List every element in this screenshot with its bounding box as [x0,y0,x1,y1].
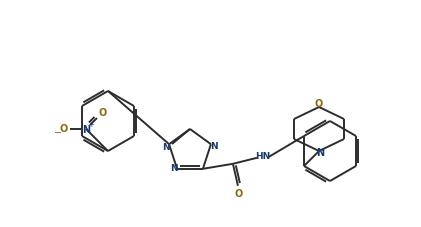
Text: O: O [99,108,107,118]
Text: N: N [210,141,218,150]
Text: N: N [316,147,324,157]
Text: N: N [170,164,178,173]
Text: O: O [60,123,68,133]
Text: HN: HN [255,152,271,160]
Text: −: − [54,127,62,137]
Text: N: N [82,124,90,134]
Text: O: O [235,188,243,198]
Text: N: N [162,142,170,151]
Text: +: + [88,121,94,127]
Text: O: O [315,99,323,109]
